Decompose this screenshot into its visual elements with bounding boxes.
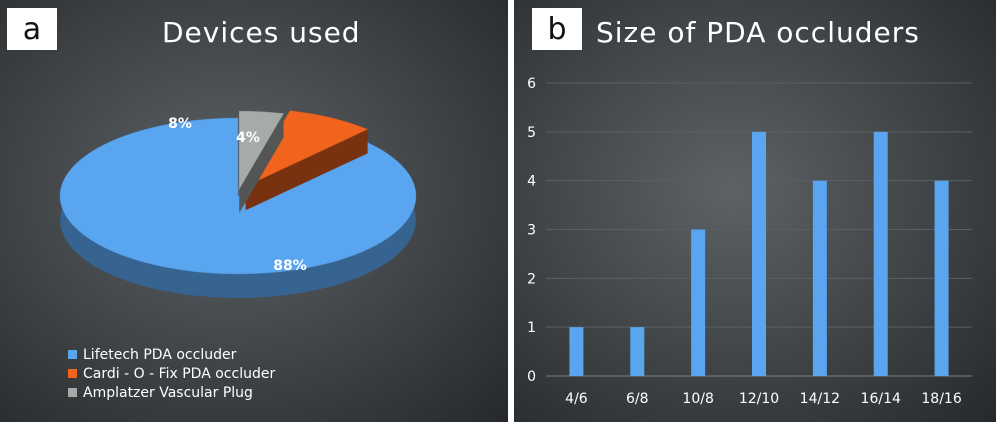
pie-data-label-2: 8% <box>168 116 192 132</box>
bar-14-12 <box>812 180 827 376</box>
legend-swatch-amplatzer <box>68 388 77 397</box>
legend-label-amplatzer: Amplatzer Vascular Plug <box>83 384 253 401</box>
bar-6-8 <box>630 327 645 376</box>
x-tick-label-12-10: 12/10 <box>739 391 779 407</box>
panel-a: a Devices used 88% 8% 4% Lifetech PDA occl… <box>0 0 508 422</box>
panel-b-tag: b <box>532 8 582 50</box>
legend-swatch-lifetech <box>68 350 77 359</box>
bar-12-10 <box>752 131 766 376</box>
pie-chart: 88% 8% 4% <box>59 110 417 298</box>
x-tick-label-14-12: 14/12 <box>800 391 840 407</box>
legend-item-lifetech: Lifetech PDA occluder <box>68 345 275 364</box>
x-tick-label-4-6: 4/6 <box>565 391 588 407</box>
y-tick-label-0: 0 <box>527 369 536 385</box>
legend-label-lifetech: Lifetech PDA occluder <box>83 346 237 363</box>
legend-item-amplatzer: Amplatzer Vascular Plug <box>68 383 275 402</box>
x-tick-label-18-16: 18/16 <box>921 391 961 407</box>
y-tick-label-2: 2 <box>527 271 536 287</box>
x-tick-label-10-8: 10/8 <box>682 391 713 407</box>
y-tick-label-5: 5 <box>527 125 536 141</box>
pie-slice-3 <box>239 110 284 214</box>
y-tick-label-4: 4 <box>527 174 536 190</box>
legend-label-cardio: Cardi - O - Fix PDA occluder <box>83 365 276 382</box>
legend-item-cardio: Cardi - O - Fix PDA occluder <box>68 364 275 383</box>
bar-chart: 0 1 2 3 4 5 6 4/6 6/8 10/8 12/10 14/12 16/14 18/16 <box>527 76 972 407</box>
pie-chart-title: Devices used <box>162 16 361 49</box>
x-tick-label-16-14: 16/14 <box>861 391 901 407</box>
x-tick-label-6-8: 6/8 <box>626 391 649 407</box>
panel-b: b Size of PDA occluders 0 1 2 3 4 5 6 4/6 6/8 10/… <box>514 0 996 422</box>
pie-legend: Lifetech PDA occluder Cardi - O - Fix PD… <box>68 345 275 402</box>
pie-data-label-3: 4% <box>236 130 260 146</box>
bar-chart-title: Size of PDA occluders <box>596 16 920 49</box>
panel-a-tag: a <box>7 8 57 50</box>
y-tick-label-3: 3 <box>527 223 536 239</box>
y-tick-label-1: 1 <box>527 320 536 336</box>
bar-16-14 <box>873 131 888 376</box>
bar-10-8 <box>691 229 706 376</box>
bar-18-16 <box>934 180 949 376</box>
legend-swatch-cardio <box>68 369 77 378</box>
pie-data-label-1: 88% <box>273 258 307 274</box>
bar-4-6 <box>569 327 584 376</box>
y-tick-label-6: 6 <box>527 76 536 92</box>
